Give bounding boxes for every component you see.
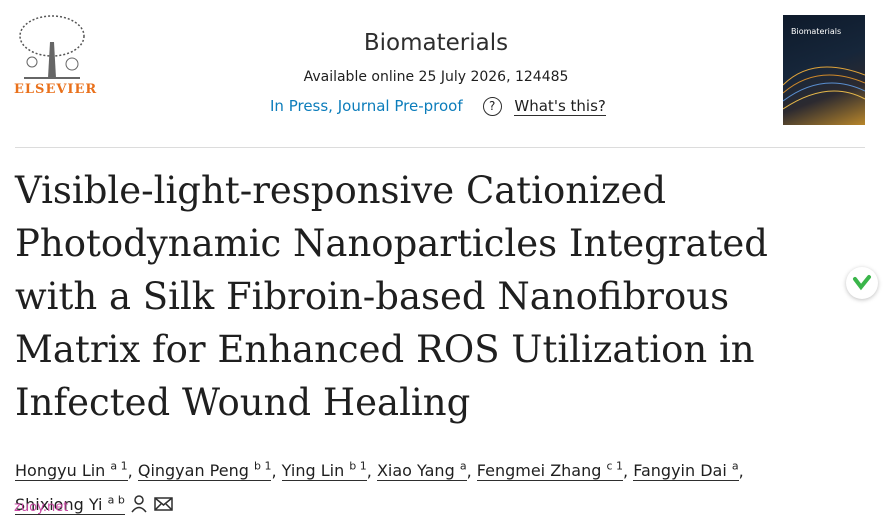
help-link[interactable]: What's this? xyxy=(514,97,606,116)
author-name: Fangyin Dai xyxy=(633,461,727,481)
availability: Available online 25 July 2026, 124485 xyxy=(303,69,569,85)
author[interactable]: Xiao Yang a xyxy=(376,460,467,482)
author-affiliations: a b xyxy=(107,493,125,507)
author-name: Xiao Yang xyxy=(376,461,455,481)
author-name: Shixiong Yi xyxy=(15,494,103,514)
author[interactable]: Fengmei Zhang c 1 xyxy=(476,460,624,482)
author-name: Hongyu Lin xyxy=(15,461,106,481)
author-separator: , xyxy=(738,461,744,481)
author-affiliations: a xyxy=(731,460,739,473)
author-affiliations: a xyxy=(459,460,467,473)
watermark: zuoy.net xyxy=(14,500,69,515)
author-affiliations: b 1 xyxy=(254,460,272,473)
author[interactable]: Hongyu Lin a 1 xyxy=(15,460,128,482)
cover-title: Biomaterials xyxy=(791,27,842,36)
author[interactable]: Shixiong Yi a b xyxy=(15,493,125,515)
help-icon[interactable]: ? xyxy=(482,97,502,116)
author[interactable]: Fangyin Dai a xyxy=(633,460,739,482)
elsevier-logo xyxy=(14,12,90,82)
side-badge[interactable] xyxy=(846,267,878,299)
author-separator: , xyxy=(366,461,372,481)
journal-cover[interactable]: Biomaterials xyxy=(783,15,865,125)
author-separator: , xyxy=(271,461,277,481)
author-separator: , xyxy=(623,461,629,481)
author-name: Ying Lin xyxy=(281,461,345,481)
author-affiliations: b 1 xyxy=(349,460,367,473)
journal-name[interactable]: Biomaterials xyxy=(363,30,509,56)
author-affiliations: a 1 xyxy=(110,460,128,473)
cover-art xyxy=(783,66,865,110)
article-title: Visible-light-responsive Cationized Phot… xyxy=(15,169,768,424)
status-link[interactable]: In Press, Journal Pre-proof xyxy=(270,97,463,115)
author[interactable]: Qingyan Peng b 1 xyxy=(137,460,272,482)
publisher-name: ELSEVIER xyxy=(14,82,98,97)
badge-icon xyxy=(853,275,871,291)
author-name: Fengmei Zhang xyxy=(476,461,602,481)
author-icons[interactable] xyxy=(131,494,175,513)
author-name: Qingyan Peng xyxy=(137,461,249,481)
divider xyxy=(15,147,865,148)
status-links: In Press, Journal Pre-proof? What's this… xyxy=(270,97,606,116)
author-separator: , xyxy=(127,461,133,481)
author-affiliations: c 1 xyxy=(606,460,624,473)
author[interactable]: Ying Lin b 1 xyxy=(281,460,367,482)
author-separator: , xyxy=(466,461,472,481)
author-list: Hongyu Lin a 1, Qingyan Peng b 1, Ying L… xyxy=(15,452,815,519)
